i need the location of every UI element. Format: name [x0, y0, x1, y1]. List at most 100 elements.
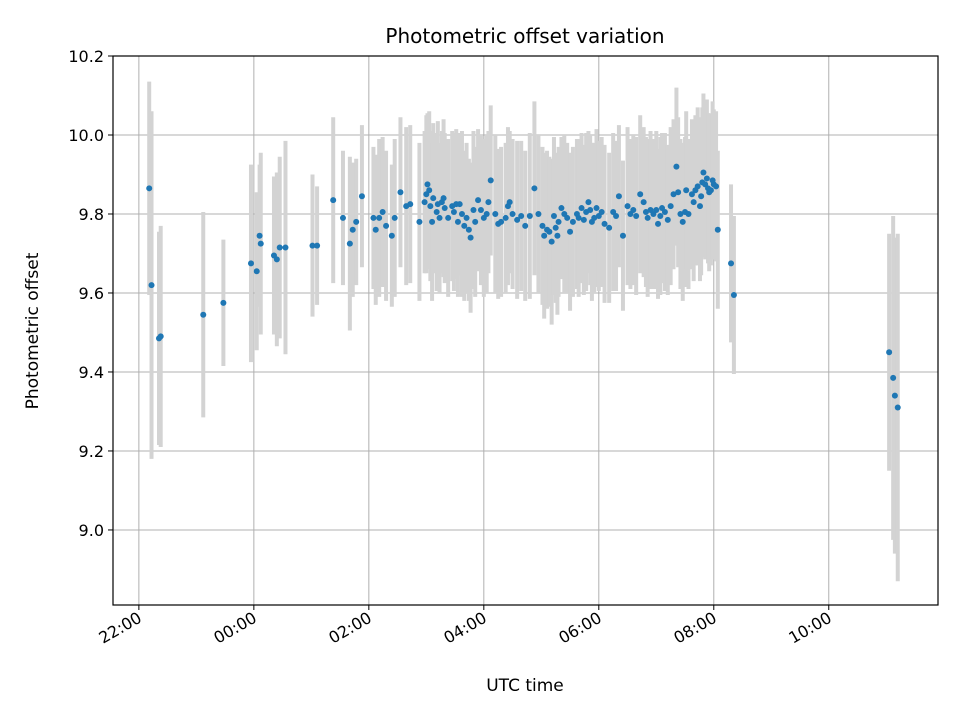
data-point: [546, 228, 553, 235]
data-point: [569, 218, 576, 225]
data-point: [677, 210, 684, 217]
data-point: [429, 218, 436, 225]
data-point: [146, 185, 153, 192]
data-point: [454, 218, 461, 225]
data-point: [555, 218, 562, 225]
data-point: [502, 214, 509, 221]
y-tick-label: 9.4: [79, 363, 104, 382]
data-point: [564, 214, 571, 221]
data-point: [601, 220, 608, 227]
data-point: [376, 214, 383, 221]
data-point: [558, 205, 565, 212]
data-point: [667, 203, 674, 210]
data-point: [730, 291, 737, 298]
data-point: [688, 191, 695, 198]
data-point: [655, 220, 662, 227]
data-point: [554, 232, 561, 239]
data-point: [157, 333, 164, 340]
data-point: [492, 210, 499, 217]
data-point: [450, 209, 457, 216]
data-point: [591, 214, 598, 221]
data-point: [370, 214, 377, 221]
data-point: [475, 197, 482, 204]
data-point: [550, 212, 557, 219]
data-point: [575, 214, 582, 221]
data-point: [467, 234, 474, 241]
data-point: [664, 216, 671, 223]
data-point: [456, 201, 463, 208]
data-point: [694, 183, 701, 190]
data-point: [624, 203, 631, 210]
data-point: [506, 199, 513, 206]
data-point: [683, 187, 690, 194]
data-point: [640, 199, 647, 206]
chart-title: Photometric offset variation: [385, 24, 664, 48]
data-point: [253, 268, 260, 275]
data-point: [470, 207, 477, 214]
data-point: [330, 197, 337, 204]
data-point: [657, 212, 664, 219]
data-point: [427, 203, 434, 210]
data-point: [886, 349, 893, 356]
data-point: [148, 282, 155, 289]
data-point: [698, 193, 705, 200]
data-point: [713, 183, 720, 190]
data-point: [615, 193, 622, 200]
y-tick-label: 10.0: [68, 126, 104, 145]
data-point: [675, 189, 682, 196]
data-point: [461, 222, 468, 229]
data-point: [349, 226, 356, 233]
data-point: [526, 212, 533, 219]
data-point: [703, 175, 710, 182]
y-tick-label: 9.8: [79, 205, 104, 224]
axes-frame: [112, 55, 939, 606]
data-point: [661, 209, 668, 216]
data-point: [477, 207, 484, 214]
data-point: [714, 226, 721, 233]
data-point: [220, 299, 227, 306]
data-point: [465, 226, 472, 233]
data-point: [282, 244, 289, 251]
data-point: [535, 210, 542, 217]
data-point: [485, 199, 492, 206]
data-point: [487, 177, 494, 184]
data-markers: [146, 163, 901, 411]
data-point: [397, 189, 404, 196]
data-point: [587, 207, 594, 214]
data-point: [728, 260, 735, 267]
data-point: [463, 214, 470, 221]
data-point: [276, 244, 283, 251]
data-point: [541, 232, 548, 239]
data-point: [548, 238, 555, 245]
data-point: [578, 205, 585, 212]
data-point: [593, 205, 600, 212]
data-point: [353, 218, 360, 225]
data-point: [391, 214, 398, 221]
data-point: [696, 203, 703, 210]
data-point: [379, 209, 386, 216]
y-tick-label: 9.2: [79, 442, 104, 461]
data-point: [200, 311, 207, 318]
data-point: [407, 201, 414, 208]
data-point: [598, 209, 605, 216]
data-point: [518, 212, 525, 219]
data-point: [445, 214, 452, 221]
data-point: [552, 224, 559, 231]
data-point: [416, 218, 423, 225]
data-point: [642, 209, 649, 216]
data-point: [424, 181, 431, 188]
data-point: [700, 169, 707, 176]
data-point: [441, 205, 448, 212]
data-point: [585, 199, 592, 206]
data-point: [430, 195, 437, 202]
data-point: [619, 232, 626, 239]
y-tick-label: 9.0: [79, 521, 104, 540]
data-point: [539, 222, 546, 229]
data-point: [509, 210, 516, 217]
data-point: [358, 193, 365, 200]
x-axis-title: UTC time: [486, 676, 564, 696]
data-point: [613, 212, 620, 219]
data-point: [637, 191, 644, 198]
data-point: [890, 374, 897, 381]
data-point: [580, 216, 587, 223]
